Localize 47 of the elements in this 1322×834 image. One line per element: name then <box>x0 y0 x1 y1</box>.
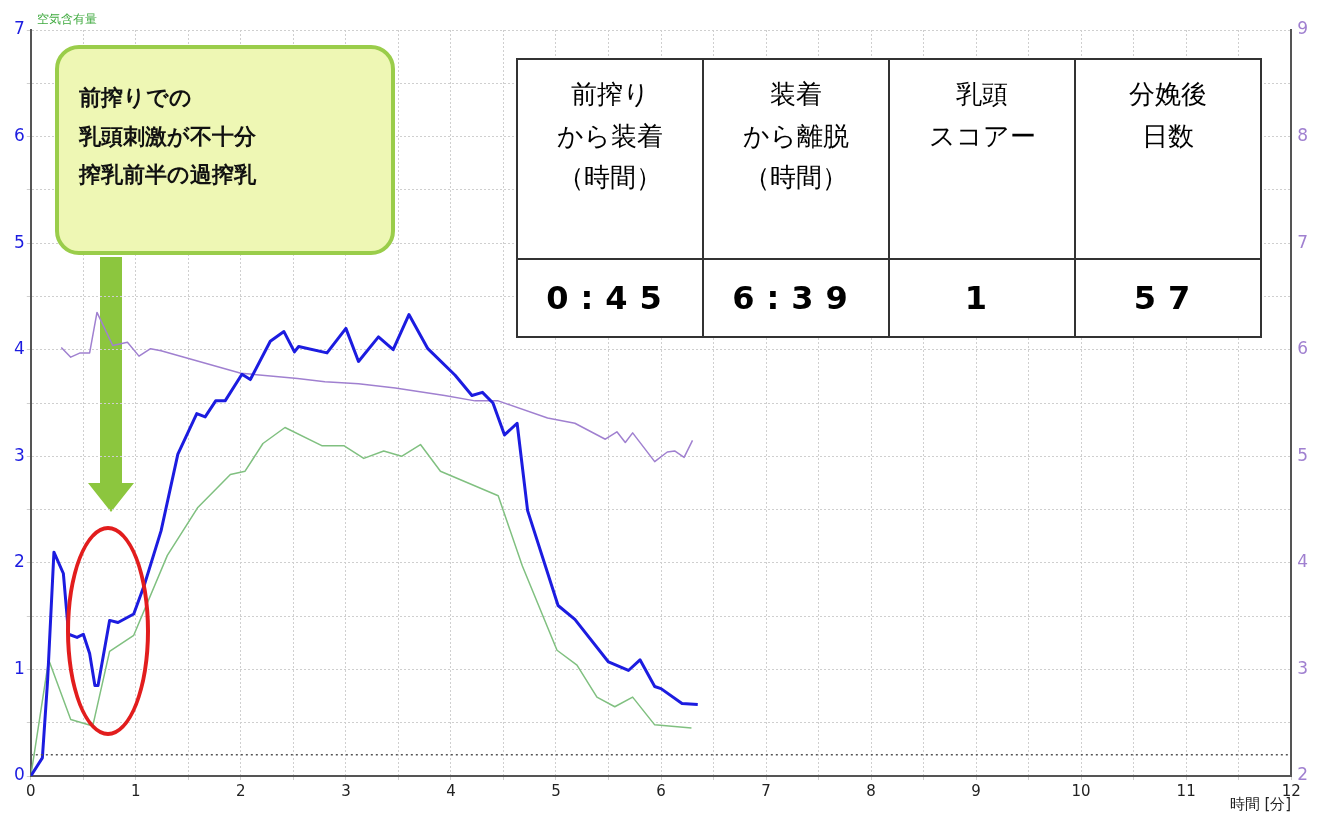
annotation: （時間） <box>557 161 663 195</box>
annotation: 0:45 <box>517 259 703 337</box>
x-tick-label: 4 <box>446 781 456 800</box>
y2-tick-label: 9 <box>1297 18 1309 39</box>
annotation: 前搾りでの <box>79 84 193 112</box>
y-tick-label: 2 <box>13 551 25 572</box>
y2-tick-label: 8 <box>1297 124 1309 145</box>
annotation: スコアー <box>927 119 1037 153</box>
y2-tick-label: 6 <box>1297 338 1309 359</box>
annotation: から装着 <box>556 119 664 153</box>
y-axis-title: 空気含有量 <box>36 12 97 27</box>
y2-tick-label: 7 <box>1297 231 1309 252</box>
y2-tick-label: 2 <box>1297 764 1309 785</box>
x-tick-label: 1 <box>131 781 141 800</box>
annotation: 乳頭 <box>955 78 1009 111</box>
annotation: 6:39 <box>703 259 889 337</box>
annotation: 分娩後 <box>1128 78 1208 111</box>
y-tick-label: 5 <box>13 231 25 252</box>
annotation: （時間） <box>743 161 849 195</box>
callout-box: 前搾りでの 乳頭刺激が不十分 搾乳前半の過搾乳 <box>55 45 395 255</box>
x-tick-label: 6 <box>656 781 666 800</box>
x-tick-label: 9 <box>971 781 981 800</box>
x-tick-label: 7 <box>761 781 771 800</box>
x-tick-label: 2 <box>236 781 246 800</box>
x-axis-title: 時間 [分] <box>1229 795 1292 814</box>
annotation: 搾乳前半の過搾乳 <box>79 161 258 189</box>
annotation: 前搾り <box>569 78 651 111</box>
annotation: 日数 <box>1141 119 1195 153</box>
y-tick-label: 6 <box>13 124 25 145</box>
y2-tick-label: 4 <box>1297 551 1309 572</box>
x-tick-label: 10 <box>1071 781 1091 800</box>
annotation: 装着 <box>769 78 823 111</box>
annotation: から離脱 <box>742 119 850 153</box>
x-tick-label: 11 <box>1176 781 1196 800</box>
annotation: 57 <box>1075 259 1261 337</box>
y-tick-label: 7 <box>13 18 25 39</box>
x-tick-label: 8 <box>866 781 876 800</box>
x-tick-label: 3 <box>341 781 351 800</box>
x-tick-label: 5 <box>551 781 561 800</box>
y-tick-label: 0 <box>13 764 25 785</box>
y-tick-label: 4 <box>13 338 25 359</box>
annotation: 乳頭刺激が不十分 <box>79 122 257 151</box>
y2-tick-label: 3 <box>1297 657 1309 678</box>
y2-tick-label: 5 <box>1297 444 1309 465</box>
annotation: 1 <box>889 259 1075 337</box>
y-tick-label: 1 <box>13 657 25 678</box>
y-tick-label: 3 <box>13 444 25 465</box>
